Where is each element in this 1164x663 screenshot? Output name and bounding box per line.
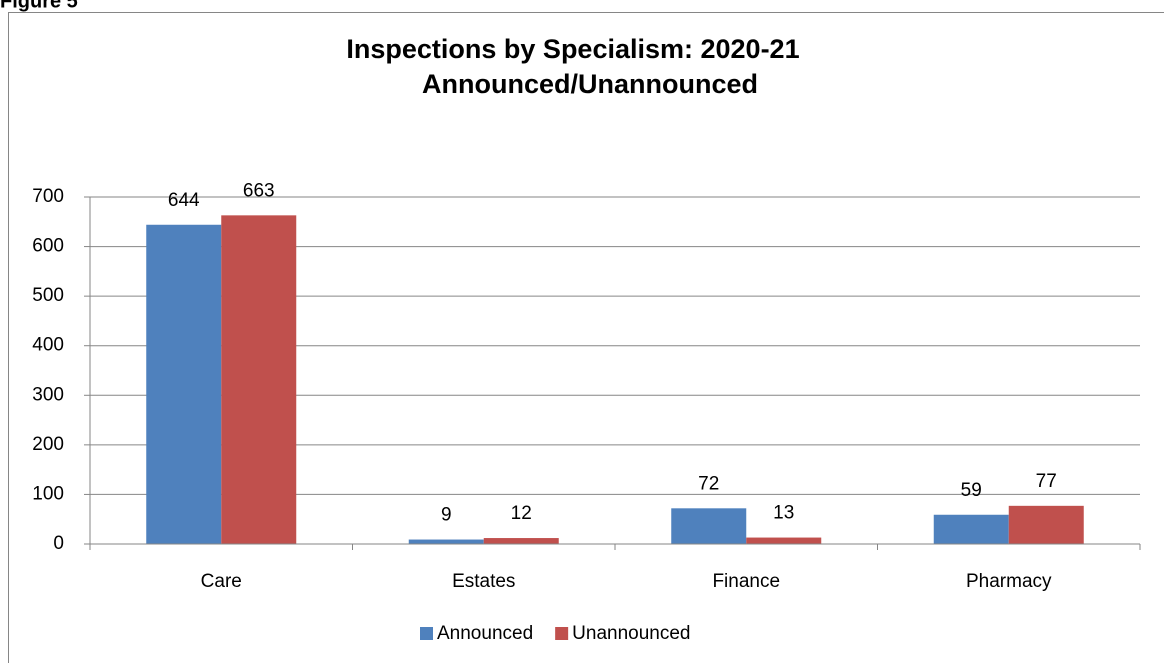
y-tick-label: 500 <box>32 285 64 306</box>
y-tick-label: 0 <box>53 533 64 554</box>
legend-label: Announced <box>437 623 533 644</box>
bar <box>933 514 1009 544</box>
bar <box>146 224 222 544</box>
data-label: 72 <box>698 473 719 494</box>
y-tick-label: 400 <box>32 335 64 356</box>
bar <box>671 508 747 544</box>
x-tick-label: Pharmacy <box>966 571 1052 592</box>
x-tick-label: Estates <box>452 571 515 592</box>
data-label: 12 <box>511 503 532 524</box>
x-tick-label: Finance <box>712 571 780 592</box>
chart-subtitle: Announced/Unannounced <box>422 69 758 99</box>
legend-swatch <box>555 627 569 640</box>
bar <box>221 215 297 544</box>
data-label: 77 <box>1036 471 1057 492</box>
figure-label: Figure 5 <box>0 0 78 12</box>
data-label: 59 <box>961 480 982 501</box>
chart-border <box>8 12 1164 663</box>
y-tick-label: 300 <box>32 384 64 405</box>
legend-label: Unannounced <box>572 623 690 644</box>
y-tick-label: 100 <box>32 483 64 504</box>
data-label: 644 <box>168 190 200 211</box>
x-tick-label: Care <box>201 571 242 592</box>
chart-title: Inspections by Specialism: 2020-21 <box>346 34 799 64</box>
bar <box>408 539 484 544</box>
y-tick-label: 700 <box>32 186 64 207</box>
y-tick-label: 600 <box>32 236 64 257</box>
data-label: 9 <box>441 505 452 526</box>
bar <box>483 538 559 544</box>
bar <box>746 537 822 544</box>
legend-swatch <box>420 627 433 640</box>
data-label: 13 <box>773 503 794 524</box>
y-tick-label: 200 <box>32 434 64 455</box>
bar <box>1008 505 1084 544</box>
data-label: 663 <box>243 180 275 201</box>
